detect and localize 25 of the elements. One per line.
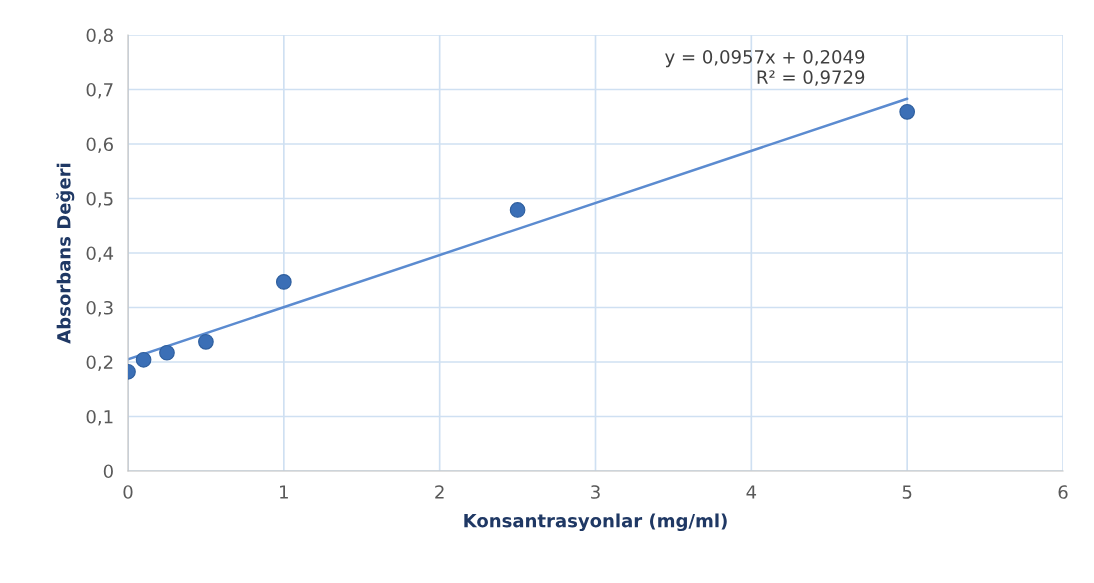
y-axis-title: Absorbans Değeri: [56, 163, 75, 344]
y-tick-label: 0,2: [86, 355, 113, 371]
x-axis-title: Konsantrasyonlar (mg/ml): [464, 513, 727, 532]
x-tick-label: 3: [591, 485, 600, 499]
y-tick-label: 0,4: [86, 246, 114, 262]
annotation: y = 0,0957x + 0,2049 R² = 0,9729: [665, 50, 865, 86]
x-tick-label: 5: [902, 485, 912, 499]
y-tick-label: 0,3: [86, 300, 113, 317]
point: [275, 274, 292, 290]
y-tick-label: 0,1: [86, 409, 113, 426]
y-tick-label: 0,6: [86, 137, 113, 153]
x-tick-label: 0: [123, 485, 133, 499]
x-tick-label: 1: [280, 485, 288, 499]
y-tick-label: 0,5: [86, 191, 113, 208]
y-tick-label: 0,7: [86, 82, 113, 99]
x-tick-label: 6: [1058, 485, 1068, 499]
y-tick-label: 0,8: [86, 28, 113, 44]
x-tick-label: 4: [746, 485, 757, 499]
point: [899, 104, 916, 120]
point: [159, 344, 175, 361]
point: [509, 202, 526, 218]
point: [135, 351, 152, 368]
point: [198, 333, 214, 350]
y-tick-label: 0: [103, 464, 113, 479]
x-tick-label: 2: [435, 485, 444, 499]
